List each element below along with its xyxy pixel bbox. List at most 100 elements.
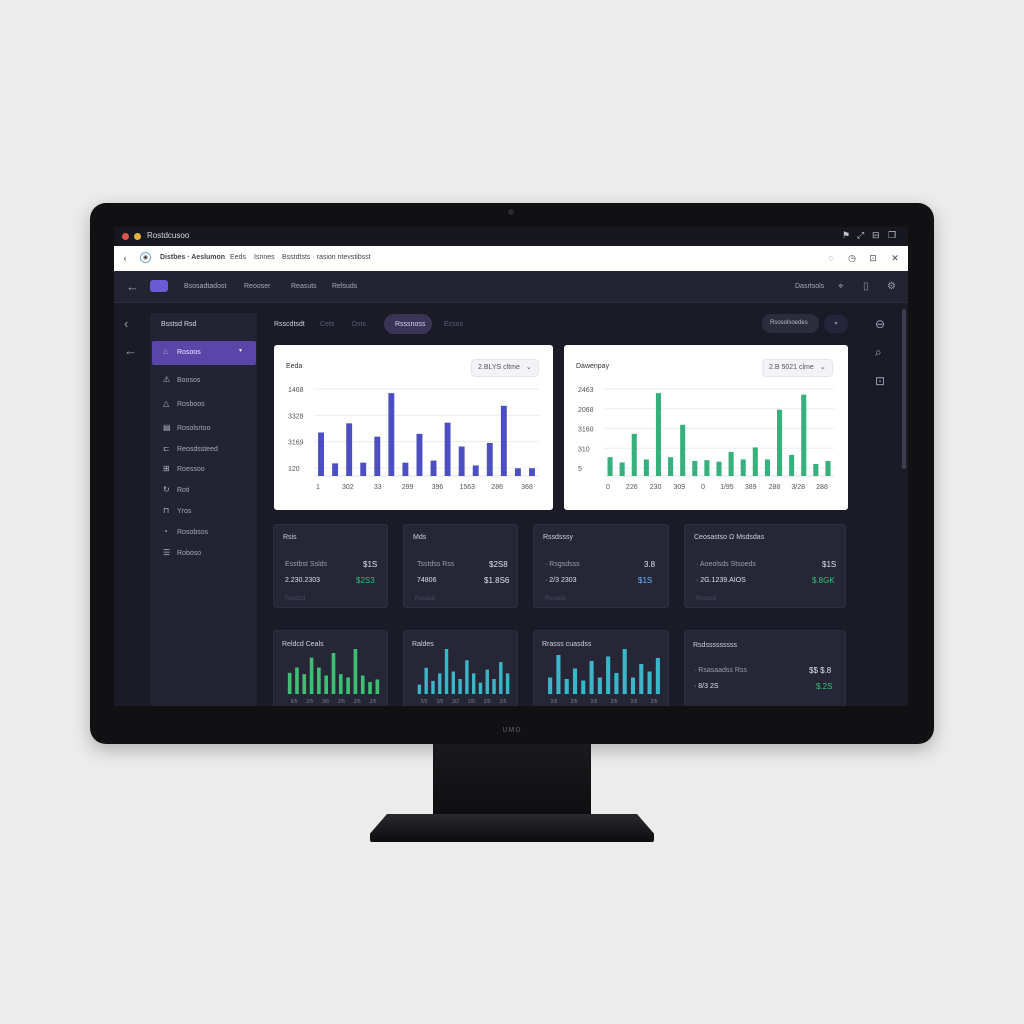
address-segment-3[interactable]: Isnnes	[254, 254, 275, 261]
sidebar-item-rosobsos[interactable]: ◔ Rosobsos	[163, 527, 208, 536]
sidebar-item-reosdssteed[interactable]: ⊏ Reosdssteed	[163, 444, 218, 453]
sidebar-item-yros[interactable]: ⊓ Yros	[163, 506, 191, 515]
sidebar-item-label: Roti	[177, 487, 190, 494]
address-bar[interactable]: ‹ ◉ Distbes · Aeslumon Eeds Isnnes Bsstd…	[114, 246, 908, 271]
app-logo-icon[interactable]	[150, 280, 168, 292]
sidebar-item-roessoo[interactable]: ⊞ Roessoo	[163, 464, 205, 473]
back-arrow-icon[interactable]: ←	[126, 279, 139, 294]
x-tick-label: 3/28	[791, 484, 805, 491]
bar	[472, 465, 479, 476]
pin-icon[interactable]: ⌖	[838, 281, 844, 292]
bar	[492, 679, 496, 694]
share-icon[interactable]: ⊡	[869, 253, 877, 263]
lock-icon: ⊓	[163, 506, 170, 515]
filter-pill[interactable]: Rsosolsoedes	[762, 314, 819, 333]
toolbar-right-label[interactable]: Dasrtsols	[795, 283, 825, 290]
y-tick-label: 1468	[288, 387, 304, 394]
bar	[424, 667, 428, 694]
range-dropdown[interactable]: 2.BLYS cltme ⌄	[471, 359, 539, 377]
close-tab-icon[interactable]: ✕	[891, 253, 899, 263]
bar	[668, 457, 674, 476]
warning-icon: ⚠	[163, 375, 171, 384]
sidebar-item-label: Rosolsrtoo	[177, 425, 211, 432]
sidebar-item-label: Boosos	[177, 377, 201, 384]
range-dropdown[interactable]: 2.B 5021 clme ⌄	[762, 359, 833, 377]
x-tick-label: 1563	[459, 484, 475, 491]
address-segment-2[interactable]: Eeds	[230, 254, 246, 261]
sidebar-item-roti[interactable]: ↻ Roti	[163, 485, 189, 494]
battery-icon[interactable]: ▯	[863, 281, 869, 292]
stat-card[interactable]: Rsdsssssssss · Rsasaadss Rss $$ $.8 · 8/…	[684, 630, 846, 706]
stat-label-row: · 2G.1239.AIOS	[696, 577, 746, 584]
bar	[776, 409, 783, 476]
x-tick-label: 2/5	[338, 699, 345, 705]
stat-card[interactable]: Ceosastso Ω Msdsdas · Aoeolsds Stsoeds $…	[684, 524, 846, 608]
bar	[302, 674, 307, 694]
x-tick-label: 2/5	[436, 699, 443, 705]
bar	[740, 459, 746, 476]
app-toolbar: ← Bsosadtadost Reooser Reasuts Relsuds D…	[114, 271, 908, 303]
stat-card[interactable]: Rsis Esstbst Sslds $1S 2.230.2303 $2S3 R…	[273, 524, 388, 608]
toolbar-nav-4[interactable]: Relsuds	[332, 283, 358, 290]
more-options-icon[interactable]: ▾	[824, 315, 848, 333]
mini-chart-card[interactable]: Raldes 2/5 2/5 3/2 2/5 2/5 2/5	[403, 630, 518, 706]
bar	[324, 675, 329, 694]
sidebar-item-rosolsrtoo[interactable]: ▤ Rosolsrtoo	[163, 423, 210, 432]
search-icon[interactable]: ⌕	[875, 345, 882, 359]
toolbar-nav-1[interactable]: Bsosadtadost	[184, 283, 227, 290]
toolbar-nav-2[interactable]: Reooser	[244, 283, 271, 290]
window-titlebar: Rostdcusoo ⚑ ⤢ ⊟ ❐	[114, 227, 908, 246]
stat-card-title: Ceosastso Ω Msdsdas	[694, 534, 765, 541]
back-arrow-icon[interactable]: ←	[124, 343, 137, 358]
scrollbar[interactable]	[902, 309, 906, 469]
tab-dsts[interactable]: Dsts	[352, 321, 366, 328]
tab-rsssnoss[interactable]: Rsssnoss	[395, 321, 426, 328]
sidebar-item-rosoos[interactable]: ⌂ Rosoos ▾	[163, 347, 242, 356]
stat-value: $2S8	[489, 560, 508, 569]
tab-cets[interactable]: Cets	[320, 321, 335, 328]
mini-chart-title: Rrasss cuasdss	[542, 641, 592, 648]
site-favicon-icon: ◉	[140, 252, 151, 263]
expand-icon[interactable]: ⤢	[857, 230, 865, 240]
settings-icon[interactable]: ⚙	[887, 281, 896, 292]
sidebar-item-rosboos[interactable]: △ Rosboos	[163, 399, 205, 408]
y-tick-label: 3169	[288, 440, 304, 447]
history-icon[interactable]: ◷	[848, 253, 856, 263]
compass-icon[interactable]: ⊖	[875, 317, 886, 331]
flag-icon[interactable]: ⚑	[842, 230, 851, 240]
bar	[514, 468, 521, 476]
mini-chart-card[interactable]: Rrasss cuasdss 2/5 2/5 2/5 2/5 2/5 2/5	[533, 630, 669, 706]
window-controls-icon[interactable]: ⊟	[872, 230, 880, 240]
stat-card[interactable]: Rssdsssy · Rsgsdsss 3.8 · 2/3 2303 $1S R…	[533, 524, 669, 608]
x-tick-label: 1	[316, 484, 320, 491]
close-window-button[interactable]	[122, 233, 129, 240]
bar	[368, 682, 372, 694]
bookmark-icon[interactable]: ⊡	[875, 374, 886, 388]
tab-rsscdtsdt[interactable]: Rsscdtsdt	[274, 321, 305, 328]
restore-icon[interactable]: ❐	[888, 230, 897, 240]
bar	[529, 468, 535, 476]
stat-card[interactable]: Mds Tsstdss Rss $2S8 74806 $1.8S6 Rssdcd	[403, 524, 518, 608]
range-dropdown-label: 2.BLYS cltme	[478, 364, 520, 371]
back-arrow-icon[interactable]: ‹	[123, 253, 127, 263]
sidebar-item-roboso[interactable]: ☰ Roboso	[163, 548, 201, 557]
minimize-window-button[interactable]	[134, 233, 141, 240]
address-segment-1[interactable]: Distbes · Aeslumon	[160, 254, 226, 261]
mini-chart-card[interactable]: Reldcd Ceals 9/5 2/5 3/6 2/5 2/5 2/5	[273, 630, 388, 706]
bar	[825, 460, 831, 476]
toolbar-nav-3[interactable]: Reasuts	[291, 283, 317, 290]
stat-label-row: · 8/3 2S	[694, 683, 719, 690]
home-icon: ⌂	[163, 347, 168, 356]
x-tick-label: 288	[769, 484, 781, 491]
bar	[631, 433, 637, 476]
stat-value: $$ $.8	[809, 666, 832, 675]
rotate-icon: ↻	[163, 485, 170, 494]
chart-card: Dawenpay 2.B 5021 clme ⌄ 2463 2068 3160 310…	[564, 345, 848, 510]
sidebar-item-label: Rosoos	[177, 349, 201, 356]
tab-ecsos[interactable]: Ecsos	[444, 321, 464, 328]
bar	[402, 462, 409, 476]
reload-icon[interactable]: ◌	[828, 253, 834, 263]
address-segment-4[interactable]: Bsstdtsts · rasion ntevstibsst	[282, 254, 371, 261]
sidebar-item-boosos[interactable]: ⚠ Boosos	[163, 375, 200, 384]
collapse-icon[interactable]: ‹	[124, 316, 129, 331]
